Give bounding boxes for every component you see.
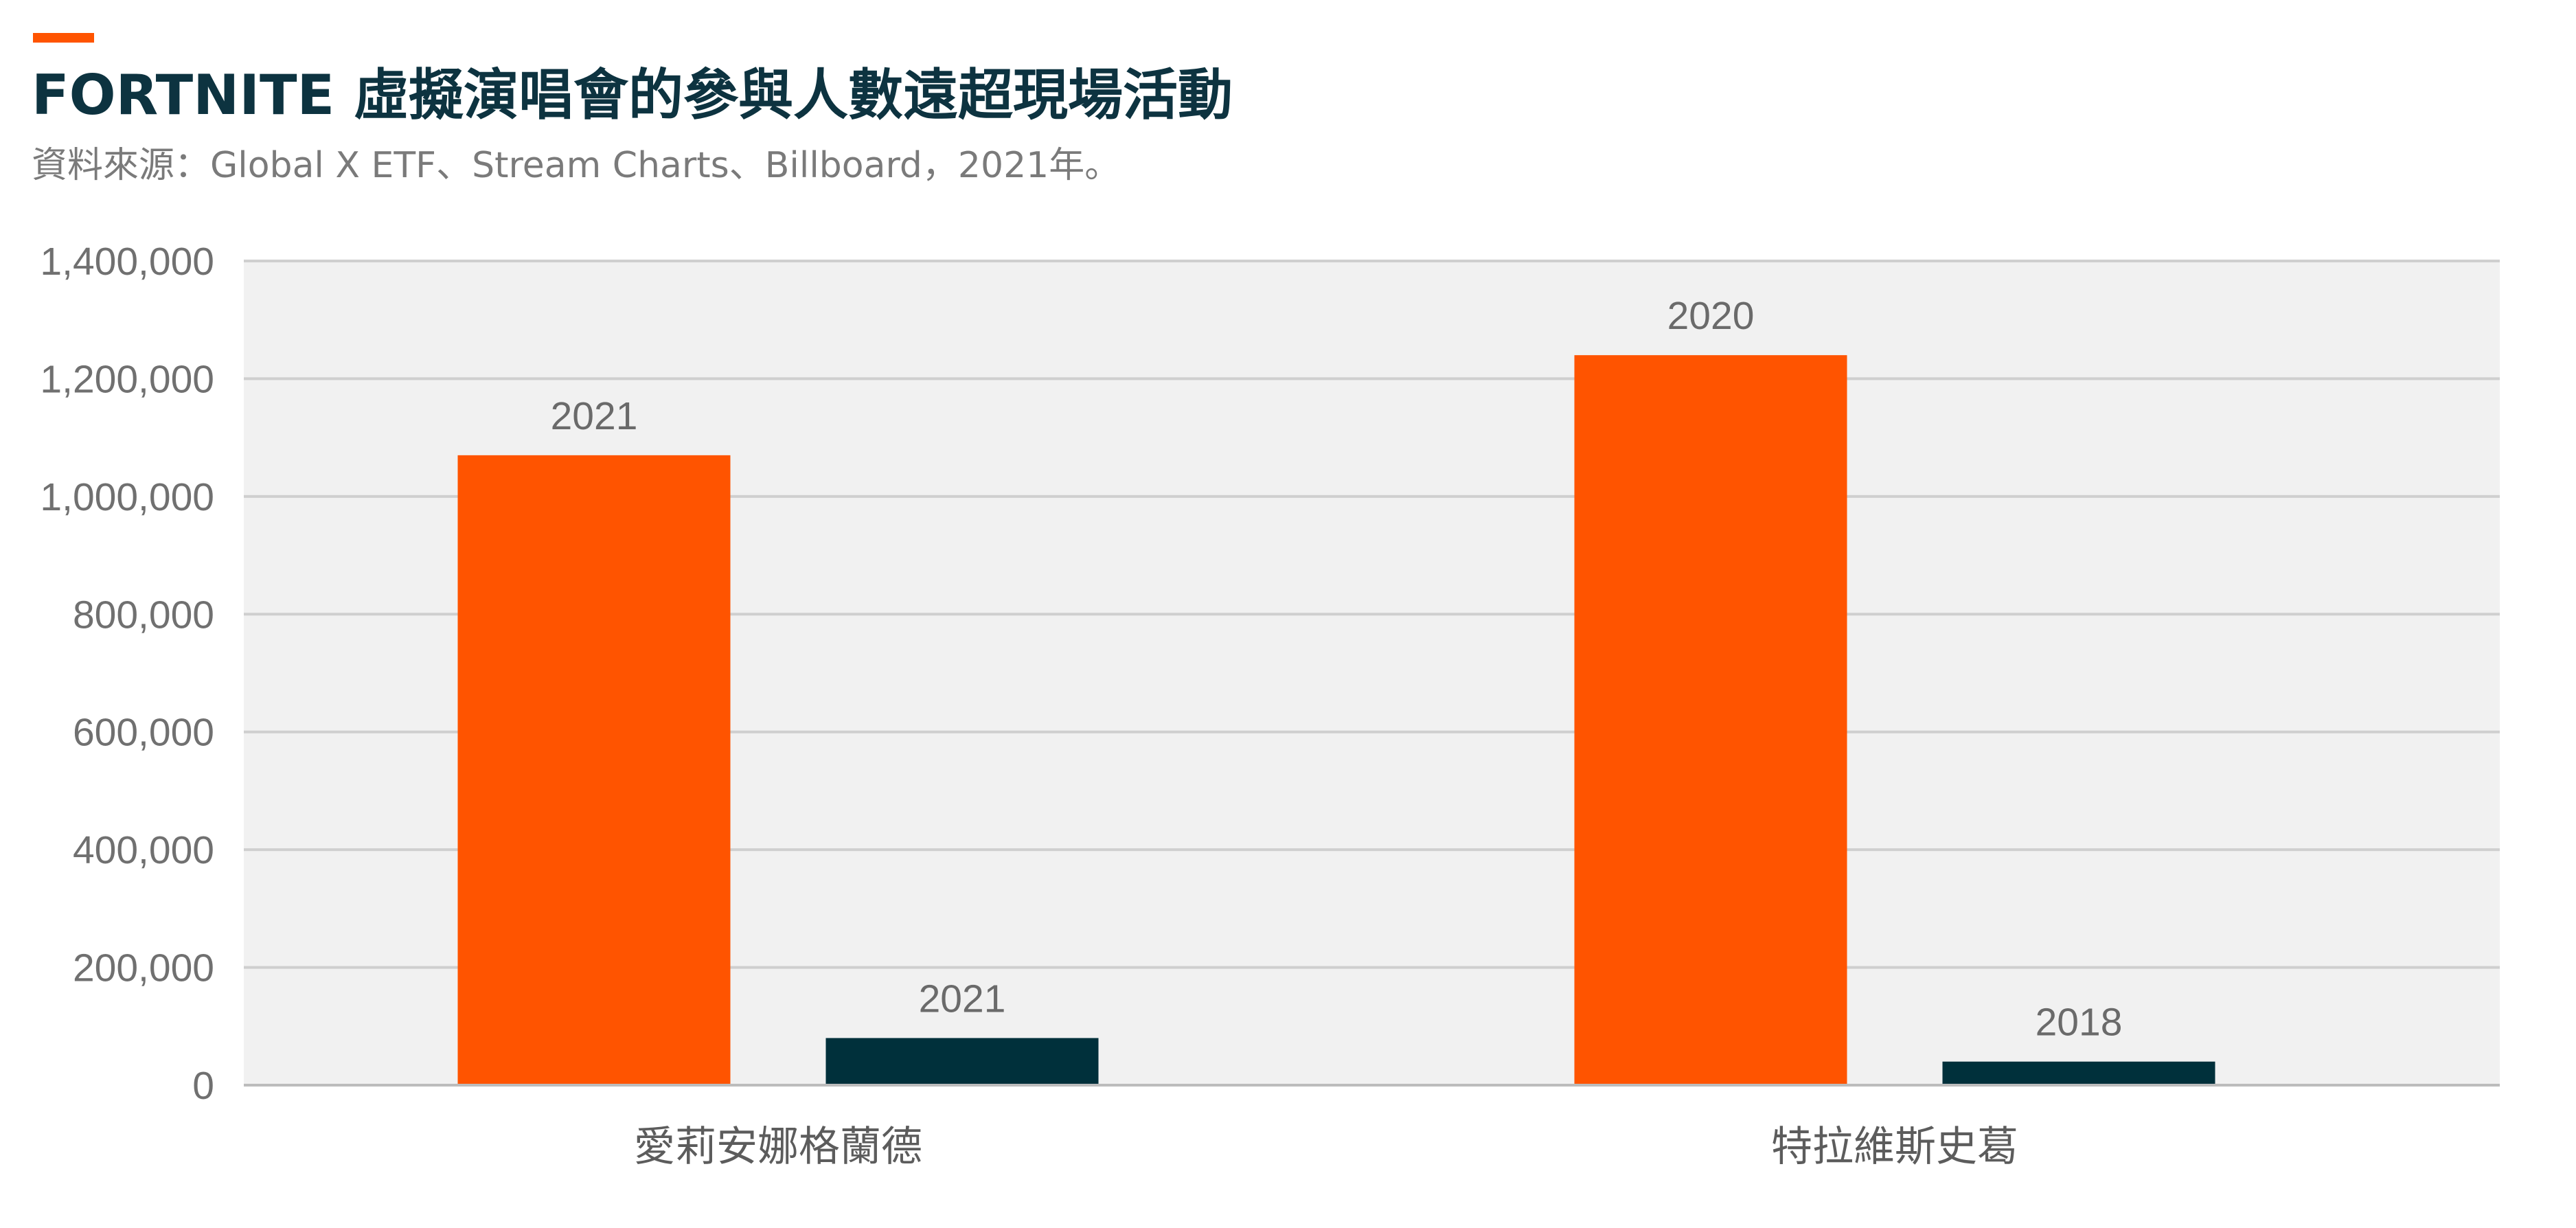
bar-virtual-0 <box>457 455 731 1085</box>
y-tick-label: 800,000 <box>73 593 214 637</box>
y-tick-label: 200,000 <box>73 946 214 990</box>
bar-data-label: 2020 <box>1667 294 1755 338</box>
y-tick-label: 1,400,000 <box>40 240 214 284</box>
y-tick-label: 1,200,000 <box>40 357 214 401</box>
x-tick-label: 愛莉安娜格蘭德 <box>634 1123 922 1171</box>
y-tick-label: 1,000,000 <box>40 475 214 519</box>
bar-live-1 <box>1942 1061 2215 1085</box>
bar-data-label: 2021 <box>551 394 638 438</box>
bar-data-label: 2021 <box>919 977 1006 1021</box>
y-tick-label: 0 <box>192 1064 214 1108</box>
y-axis-ticks: 0 200,000 400,000 600,000 800,000 1,000,000 1,… <box>40 240 214 1108</box>
bars <box>457 355 2215 1086</box>
x-tick-label: 特拉維斯史葛 <box>1771 1123 2018 1171</box>
data-labels: 2021 2021 2020 2018 <box>551 294 2123 1045</box>
source-note: 資料來源：Global X ETF、Stream Charts、Billboar… <box>32 145 1121 186</box>
accent-bar <box>33 33 94 43</box>
bar-live-0 <box>825 1038 1099 1085</box>
y-tick-label: 600,000 <box>73 711 214 755</box>
x-axis-ticks: 愛莉安娜格蘭德 特拉維斯史葛 <box>634 1123 2018 1171</box>
y-tick-label: 400,000 <box>73 828 214 872</box>
chart-title: FORTNITE 虛擬演唱會的參與人數遠超現場活動 <box>32 63 1233 127</box>
bar-data-label: 2018 <box>2036 1001 2123 1045</box>
bar-virtual-1 <box>1574 355 1847 1086</box>
